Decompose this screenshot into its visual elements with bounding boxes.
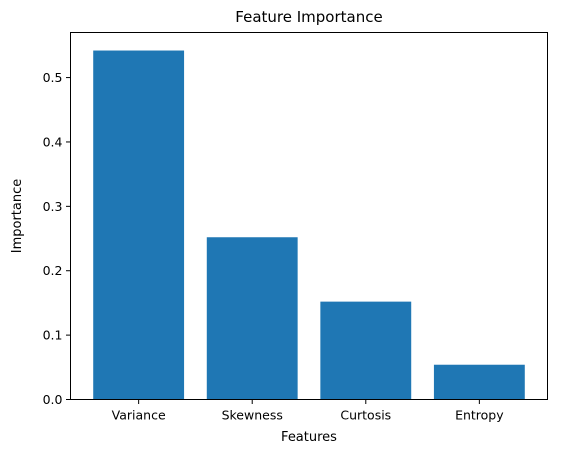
x-tick-label: Curtosis <box>340 408 391 423</box>
bar-curtosis <box>320 301 412 400</box>
x-tick-label: Variance <box>112 408 166 423</box>
y-tick-label: 0.4 <box>43 134 63 149</box>
bar-entropy <box>433 364 525 400</box>
y-tick-label: 0.1 <box>43 328 63 343</box>
chart-title: Feature Importance <box>235 8 382 26</box>
y-axis-label: Importance <box>10 179 25 254</box>
y-tick-label: 0.5 <box>43 70 63 85</box>
bar-skewness <box>206 237 298 400</box>
y-tick-label: 0.3 <box>43 199 63 214</box>
x-axis-label: Features <box>281 430 337 445</box>
y-tick-label: 0.2 <box>43 263 63 278</box>
y-axis-ticks: 0.0 0.1 0.2 0.3 0.4 0.5 <box>43 70 71 407</box>
x-axis-ticks: Variance Skewness Curtosis Entropy <box>112 399 504 423</box>
plot-frame <box>70 32 548 400</box>
bars-group <box>93 50 525 400</box>
y-tick-label: 0.0 <box>43 392 63 407</box>
x-tick-label: Skewness <box>222 408 283 423</box>
x-tick-label: Entropy <box>455 408 504 423</box>
bar-variance <box>93 50 185 400</box>
